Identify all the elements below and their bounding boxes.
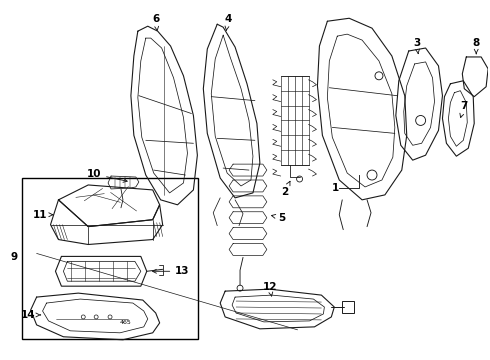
- Bar: [22, 178, 198, 339]
- Bar: [342, 301, 354, 313]
- Text: 5: 5: [271, 213, 285, 223]
- Text: 12: 12: [263, 282, 277, 296]
- Text: 9: 9: [10, 252, 17, 262]
- Text: 3: 3: [413, 38, 420, 54]
- Text: 11: 11: [32, 210, 53, 220]
- Text: 465: 465: [120, 320, 132, 325]
- Text: 14: 14: [21, 310, 41, 320]
- Text: 4: 4: [224, 14, 232, 30]
- Text: 13: 13: [152, 266, 190, 276]
- Text: 2: 2: [281, 181, 290, 197]
- Text: 10: 10: [87, 169, 127, 182]
- Text: 7: 7: [460, 100, 468, 117]
- Text: 1: 1: [332, 183, 339, 193]
- Text: 8: 8: [472, 38, 480, 54]
- Text: 6: 6: [152, 14, 159, 31]
